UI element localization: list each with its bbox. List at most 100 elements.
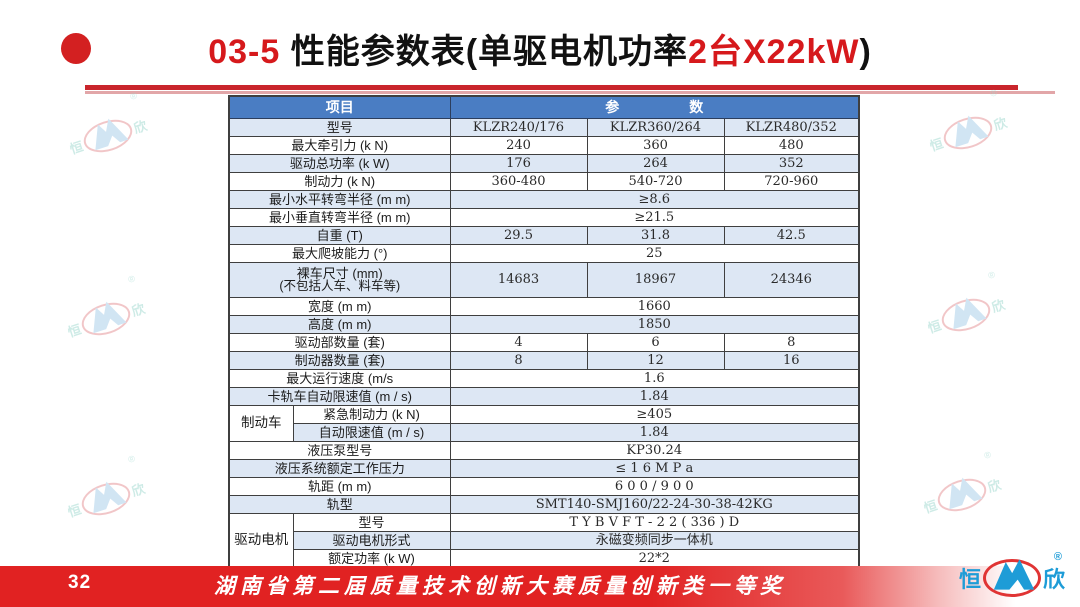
watermark-left-char: 恒 — [67, 138, 85, 157]
row-item-label: 自动限速值 (m / s) — [292, 423, 451, 442]
registered-mark-icon: ® — [1053, 551, 1062, 563]
parameter-value: KLZR480/352 — [723, 118, 860, 137]
parameter-value-span: 永磁变频同步一体机 — [449, 531, 860, 550]
parameter-value-span: ≥8.6 — [449, 190, 860, 209]
registered-mark-icon: ® — [986, 269, 997, 281]
watermark-logo: 恒欣 ® — [41, 88, 174, 184]
parameter-value-span: 1.84 — [449, 387, 860, 406]
parameter-value: 8 — [723, 333, 860, 352]
row-item-label: 卡轨车自动限速值 (m / s) — [228, 387, 451, 406]
mountain-icon — [953, 297, 987, 330]
parameter-value-span: 1660 — [449, 297, 860, 316]
parameter-value-span: 1.6 — [449, 369, 860, 388]
table-row: 轨距 (m m) 6 0 0 / 9 0 0 — [228, 477, 860, 496]
row-item-label: 紧急制动力 (k N) — [292, 405, 451, 424]
title-main-text: 性能参数表(单驱电机功率 — [280, 33, 689, 71]
logo-ellipse — [983, 559, 1041, 597]
row-item-label: 制动力 (k N) — [228, 172, 451, 191]
mountain-icon — [955, 115, 989, 148]
table-row: 最大爬坡能力 (°) 25 — [228, 244, 860, 263]
parameter-value: KLZR360/264 — [586, 118, 725, 137]
page-title: 03-5 性能参数表(单驱电机功率2台X22kW) — [0, 24, 1080, 73]
table-row: 自动限速值 (m / s) 1.84 — [229, 423, 860, 442]
row-item-label: 制动器数量 (套) — [228, 351, 451, 370]
watermark-ellipse — [937, 293, 995, 337]
watermark-right-char: 欣 — [989, 296, 1007, 315]
parameter-value: 352 — [723, 154, 860, 173]
row-item-label: 型号 — [292, 513, 451, 532]
parameter-value-span: ≤ 1 6 M P a — [449, 459, 860, 478]
table-row: 裸车尺寸 (mm) (不包括人车、料车等) 14683 18967 24346 — [228, 262, 860, 298]
row-item-label: 宽度 (m m) — [228, 297, 451, 316]
parameter-value: 12 — [586, 351, 725, 370]
parameter-value: 360-480 — [449, 172, 588, 191]
logo-right-char: 欣 — [1043, 567, 1066, 592]
watermark-left-char: 恒 — [65, 501, 83, 520]
row-item-label-line2: (不包括人车、料车等) — [279, 279, 401, 294]
table-row: 型号 KLZR240/176 KLZR360/264 KLZR480/352 — [228, 118, 860, 137]
parameter-value: 360 — [586, 136, 725, 155]
table-row: 制动力 (k N) 360-480 540-720 720-960 — [228, 172, 860, 191]
table-row: 最大运行速度 (m/s 1.6 — [228, 369, 860, 388]
parameter-value: 480 — [723, 136, 860, 155]
watermark-logo: 恒 欣 ® — [39, 451, 172, 547]
registered-mark-icon: ® — [126, 273, 137, 285]
row-item-label: 高度 (m m) — [228, 315, 451, 334]
table-row: 最小水平转弯半径 (m m) ≥8.6 — [228, 190, 860, 209]
watermark-ellipse — [77, 477, 135, 521]
parameter-value-span: ≥21.5 — [449, 208, 860, 227]
table-row: 液压泵型号 KP30.24 — [228, 441, 860, 460]
row-item-label: 轨距 (m m) — [228, 477, 451, 496]
row-item-label: 驱动电机形式 — [292, 531, 451, 550]
column-header-params: 参 数 — [449, 95, 860, 119]
parameter-value: 18967 — [586, 262, 725, 298]
table-row: 宽度 (m m) 1660 — [228, 297, 860, 316]
registered-mark-icon: ® — [126, 453, 137, 465]
mountain-icon — [93, 301, 127, 334]
table-row: 驱动电机形式 永磁变频同步一体机 — [229, 531, 860, 550]
watermark-left-char: 恒 — [921, 497, 939, 516]
row-group-label: 制动车 — [228, 405, 294, 442]
row-item-label: 液压泵型号 — [228, 441, 451, 460]
row-item-label: 最大牵引力 (k N) — [228, 136, 451, 155]
table-row: 高度 (m m) 1850 — [228, 315, 860, 334]
footer-award-text: 湖南省第二届质量技术创新大赛质量创新类一等奖 — [214, 574, 786, 598]
watermark-right-char: 欣 — [131, 117, 149, 136]
parameter-value: 14683 — [449, 262, 588, 298]
parameter-value: 176 — [449, 154, 588, 173]
parameter-value: 16 — [723, 351, 860, 370]
hengxin-logo: 恒 欣 ® — [948, 551, 1076, 603]
table-row: 制动器数量 (套) 8 12 16 — [228, 351, 860, 370]
table-header-row: 项目 参 数 — [228, 95, 860, 119]
parameter-value: KLZR240/176 — [449, 118, 588, 137]
watermark-left-char: 恒 — [65, 321, 83, 340]
table-row: 驱动电机 型号 T Y B V F T - 2 2 ( 336 ) D — [228, 513, 860, 569]
watermark-right-char: 欣 — [991, 114, 1009, 133]
row-item-label: 型号 — [228, 118, 451, 137]
parameter-value: 8 — [449, 351, 588, 370]
footer-red-bar — [0, 566, 1080, 607]
performance-parameters-table: 项目 参 数 型号 KLZR240/176 KLZR360/264 KLZR480/3… — [228, 95, 861, 569]
watermark-ellipse — [933, 473, 991, 517]
watermark-right-char: 欣 — [129, 300, 147, 319]
watermark-ellipse — [79, 114, 137, 158]
table-row: 驱动部数量 (套) 4 6 8 — [228, 333, 860, 352]
title-highlight: 2台X22kW — [688, 33, 860, 71]
parameter-value: 264 — [586, 154, 725, 173]
parameter-value-span: 6 0 0 / 9 0 0 — [449, 477, 860, 496]
parameter-value: 4 — [449, 333, 588, 352]
watermark-ellipse — [77, 297, 135, 341]
watermark-logo: 恒欣 ® — [899, 267, 1032, 363]
watermark-logo: 恒欣 ® — [895, 447, 1028, 543]
table-row: 自重 (T) 29.5 31.8 42.5 — [228, 226, 860, 245]
row-item-label: 最小垂直转弯半径 (m m) — [228, 208, 451, 227]
registered-mark-icon: ® — [982, 449, 993, 461]
table-row: 卡轨车自动限速值 (m / s) 1.84 — [228, 387, 860, 406]
row-group-label: 驱动电机 — [228, 513, 294, 569]
row-item-label: 驱动总功率 (k W) — [228, 154, 451, 173]
row-item-label: 自重 (T) — [228, 226, 451, 245]
mountain-icon — [93, 481, 127, 514]
watermark-right-char: 欣 — [129, 480, 147, 499]
title-divider-pink — [85, 91, 1055, 94]
row-item-label: 裸车尺寸 (mm) (不包括人车、料车等) — [228, 262, 451, 298]
